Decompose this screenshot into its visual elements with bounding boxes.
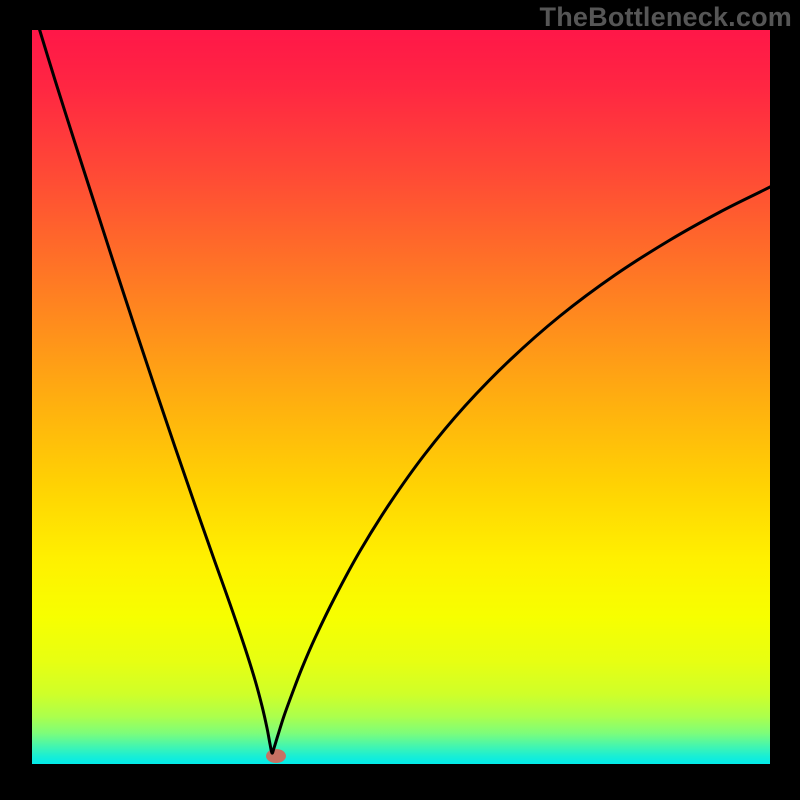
- plot-area: [32, 30, 770, 764]
- chart-frame: TheBottleneck.com: [0, 0, 800, 800]
- watermark-text: TheBottleneck.com: [540, 2, 792, 33]
- gradient-background: [32, 30, 770, 764]
